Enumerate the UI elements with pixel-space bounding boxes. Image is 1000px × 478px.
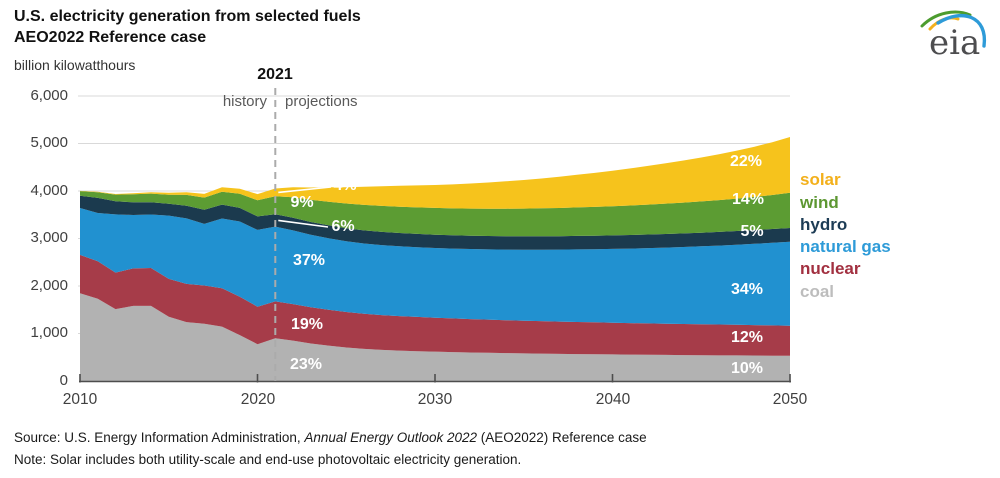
x-axis-tick-label: 2030 <box>417 391 453 408</box>
y-axis-tick-label: 2,000 <box>30 277 68 294</box>
share-2050-natural-gas: 34% <box>730 281 764 298</box>
y-axis-tick-label: 4,000 <box>30 182 68 199</box>
chart-title: U.S. electricity generation from selecte… <box>14 8 361 25</box>
share-2021-hydro: 6% <box>331 218 355 235</box>
legend-wind: wind <box>800 193 839 212</box>
x-axis-tick-label: 2020 <box>240 391 276 408</box>
year-marker-label: 2021 <box>257 66 293 83</box>
annotation-layer <box>274 88 332 381</box>
y-axis-tick-label: 6,000 <box>30 87 68 104</box>
eia-logo-graphic: eia <box>920 10 987 60</box>
note-line: Note: Solar includes both utility-scale … <box>14 452 522 467</box>
area-natural_gas <box>80 208 790 326</box>
share-2050-coal: 10% <box>730 360 764 377</box>
projections-label: projections <box>285 93 358 110</box>
legend-solar: solar <box>800 170 841 189</box>
share-2050-solar: 22% <box>729 153 763 170</box>
source-italic: Annual Energy Outlook 2022 <box>304 430 478 445</box>
x-axis-tick-label: 2040 <box>595 391 631 408</box>
legend-coal: coal <box>800 282 835 301</box>
source-line: Source: U.S. Energy Information Administ… <box>14 430 647 445</box>
chart-subtitle: AEO2022 Reference case <box>14 29 207 46</box>
area-coal <box>80 293 790 381</box>
area-hydro <box>80 195 790 250</box>
legend-hydro: hydro <box>800 215 848 234</box>
y-axis-tick-label: 1,000 <box>30 324 68 341</box>
history-label: history <box>222 93 267 110</box>
eia-logo: eia <box>912 4 998 60</box>
legend-nuclear: nuclear <box>800 259 861 278</box>
solar-leader-line <box>278 186 332 194</box>
logo-blue-arc <box>936 13 987 48</box>
share-2050-hydro: 5% <box>740 223 764 240</box>
share-2021-coal: 23% <box>289 356 323 373</box>
area-wind <box>80 191 790 237</box>
logo-green-arc <box>920 10 972 28</box>
source-prefix: Source: U.S. Energy Information Administ… <box>14 430 305 445</box>
share-2021-solar: 4% <box>333 177 357 194</box>
legend-natural-gas: natural gas <box>800 237 891 256</box>
share-2021-nuclear: 19% <box>290 316 324 333</box>
share-2021-natural-gas: 37% <box>292 252 326 269</box>
share-2050-wind: 14% <box>731 191 765 208</box>
share-2021-wind: 9% <box>290 194 314 211</box>
area-solar <box>80 137 790 209</box>
x-axis <box>79 374 791 383</box>
source-suffix: (AEO2022) Reference case <box>477 430 647 445</box>
y-axis-tick-label: 5,000 <box>30 134 68 151</box>
y-axis-tick-label: 3,000 <box>30 229 68 246</box>
logo-text: eia <box>929 23 980 60</box>
hydro-leader-line <box>278 219 329 228</box>
x-axis-tick-label: 2010 <box>62 391 98 408</box>
areas-layer <box>80 137 790 381</box>
units-label: billion kilowatthours <box>14 57 136 73</box>
share-2050-nuclear: 12% <box>730 329 764 346</box>
x-axis-tick-label: 2050 <box>772 391 808 408</box>
y-axis-tick-label: 0 <box>59 372 68 389</box>
area-nuclear <box>80 254 790 356</box>
